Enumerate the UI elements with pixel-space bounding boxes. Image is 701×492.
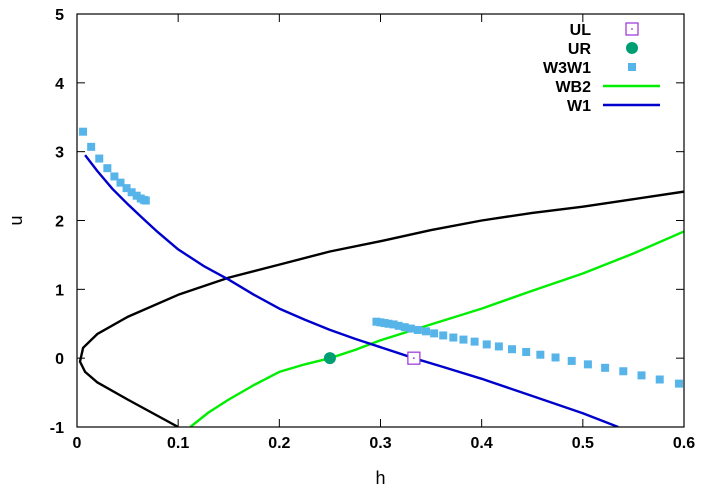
x-tick-label: 0.4: [471, 435, 493, 452]
series-w3w1-point: [110, 172, 119, 181]
legend-swatch-ul-center: [631, 28, 633, 30]
legend: UL UR W3W1 WB2 W1: [543, 22, 660, 115]
y-tick-label: 0: [55, 351, 64, 368]
series-w3w1-point: [655, 375, 664, 384]
series-w3w1-point: [583, 360, 592, 369]
series-w3w1-point: [380, 319, 389, 328]
series-w3w1-point: [567, 356, 576, 365]
legend-label-ul: UL: [570, 22, 592, 39]
series-w3w1-point: [376, 318, 385, 327]
series-w3w1-point: [536, 350, 545, 359]
x-axis-ticks: 0 0.1 0.2 0.3 0.4 0.5 0.6: [73, 14, 695, 452]
series-w3w1-point: [637, 371, 646, 380]
x-tick-label: 0.5: [572, 435, 594, 452]
series-w3w1-point: [141, 196, 150, 205]
legend-swatch-w3w1: [628, 63, 636, 71]
series-w3w1-point: [674, 379, 683, 388]
x-tick-label: 0.1: [167, 435, 189, 452]
series-w3w1-point: [551, 353, 560, 362]
legend-label-w3w1: W3W1: [543, 60, 591, 77]
series-w3w1-point: [449, 333, 458, 342]
x-tick-label: 0.6: [673, 435, 695, 452]
series-w3w1-point: [384, 319, 393, 328]
plot-frame: [76, 13, 685, 428]
x-tick-label: 0.2: [268, 435, 290, 452]
y-axis-label: u: [6, 215, 26, 225]
y-tick-label: 4: [55, 76, 64, 93]
series-w3w1-point: [389, 320, 398, 329]
x-tick-label: 0: [73, 435, 82, 452]
series-w3w1-point: [430, 329, 439, 338]
series-w3w1-point: [439, 331, 448, 340]
series-w3w1-point: [394, 321, 403, 330]
series-w3w1-point: [422, 327, 431, 336]
legend-label-w1: W1: [567, 98, 591, 115]
legend-label-ur: UR: [568, 41, 592, 58]
series-w3w1-point: [127, 188, 136, 197]
series-w3w1-point: [619, 367, 628, 376]
x-tick-label: 0.3: [369, 435, 391, 452]
y-axis-ticks: -1 0 1 2 3 4 5: [50, 7, 684, 437]
legend-swatch-ur: [626, 42, 638, 54]
series-wb2-line: [189, 230, 684, 427]
series-curve-5-line: [78, 190, 684, 427]
series-w3w1-point: [95, 154, 104, 163]
series-w3w1-point: [470, 337, 479, 346]
series-w1-line: [84, 154, 619, 427]
series-w3w1-point: [400, 323, 409, 332]
series-w3w1-point: [372, 317, 381, 326]
series-w3w1-point: [508, 345, 517, 354]
x-axis-label: h: [375, 468, 385, 488]
series-w3w1-point: [494, 342, 503, 351]
series-w3w1-point: [406, 324, 415, 333]
series-w3w1-point: [103, 164, 112, 173]
series-w3w1-point: [87, 142, 96, 151]
y-tick-label: 1: [55, 282, 64, 299]
series-w3w1-point: [482, 340, 491, 349]
series-w3w1-point: [122, 184, 131, 193]
y-tick-label: 3: [55, 145, 64, 162]
series-ur-point: [323, 352, 336, 365]
y-tick-label: 5: [55, 7, 64, 24]
series-w3w1-point: [116, 178, 125, 187]
series-w3w1-point: [522, 347, 531, 356]
series-w3w1-point: [601, 363, 610, 372]
y-tick-label: 2: [55, 214, 64, 231]
series-w3w1-point: [459, 335, 468, 344]
plot-series: [78, 127, 684, 427]
series-w3w1-point: [132, 191, 141, 200]
series-w3w1-point: [413, 325, 422, 334]
y-tick-label: -1: [50, 420, 64, 437]
series-ul-point-center: [412, 357, 415, 360]
series-w3w1-point: [79, 127, 88, 136]
legend-label-wb2: WB2: [555, 79, 591, 96]
